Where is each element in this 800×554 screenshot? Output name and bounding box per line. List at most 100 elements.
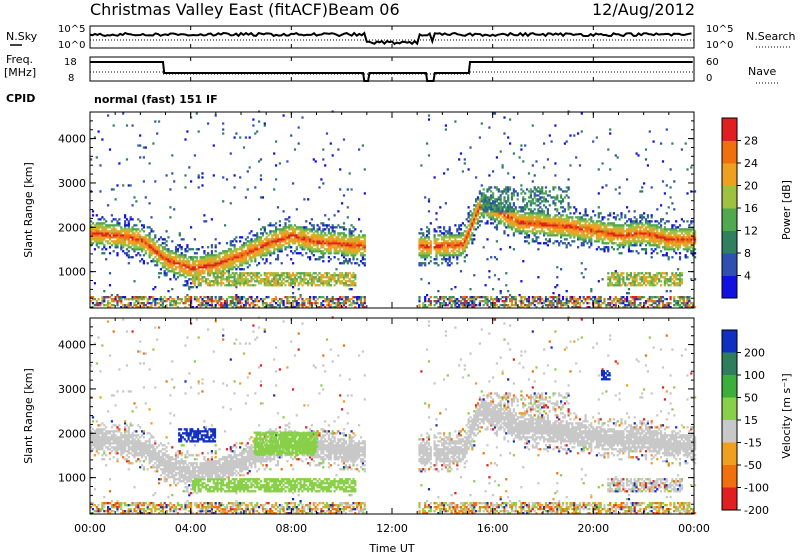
power-cell bbox=[342, 274, 346, 277]
power-cell bbox=[422, 234, 425, 237]
power-cell bbox=[305, 228, 308, 231]
power-cell bbox=[522, 306, 525, 309]
power-cell bbox=[299, 238, 302, 241]
power-cell bbox=[239, 296, 242, 299]
power-cell bbox=[110, 244, 113, 247]
power-cell bbox=[550, 224, 553, 227]
power-cell bbox=[135, 248, 138, 251]
power-cell bbox=[475, 212, 478, 215]
power-cell bbox=[142, 236, 145, 239]
power-cell bbox=[558, 222, 561, 225]
power-cell bbox=[312, 244, 315, 247]
power-cell bbox=[514, 224, 517, 227]
power-cell bbox=[318, 250, 321, 253]
power-cell bbox=[316, 298, 319, 301]
power-cell bbox=[239, 254, 242, 257]
power-cell bbox=[286, 238, 289, 241]
power-cell bbox=[614, 232, 617, 235]
power-cell bbox=[567, 202, 570, 205]
power-cell bbox=[216, 264, 219, 267]
power-cell bbox=[609, 222, 612, 225]
power-cell bbox=[346, 244, 349, 247]
power-cell bbox=[127, 230, 130, 233]
power-cell bbox=[265, 252, 268, 255]
power-cell bbox=[269, 254, 272, 257]
power-cell bbox=[512, 202, 515, 205]
power-cell bbox=[437, 242, 440, 245]
power-cell bbox=[193, 264, 196, 267]
power-cell bbox=[601, 224, 604, 227]
power-cell bbox=[224, 256, 227, 259]
power-cell bbox=[246, 284, 249, 287]
power-cell bbox=[284, 230, 287, 233]
power-cell bbox=[282, 238, 285, 241]
power-cell bbox=[171, 298, 174, 301]
power-cell bbox=[509, 222, 512, 225]
power-cell bbox=[344, 306, 347, 309]
power-cell bbox=[618, 224, 621, 227]
power-cell bbox=[535, 240, 538, 243]
power-cell bbox=[601, 234, 604, 237]
power-cell bbox=[292, 302, 295, 305]
power-cell bbox=[548, 194, 551, 197]
power-cell bbox=[352, 256, 355, 259]
power-cell bbox=[276, 254, 280, 257]
power-cell bbox=[495, 214, 498, 217]
power-cell bbox=[363, 244, 366, 247]
power-cell bbox=[476, 212, 480, 215]
power-cell bbox=[493, 212, 497, 215]
power-cell bbox=[439, 252, 442, 255]
power-cell bbox=[203, 260, 206, 263]
power-cell bbox=[548, 304, 551, 307]
power-cell bbox=[501, 190, 504, 193]
power-cell bbox=[282, 236, 285, 239]
power-cell bbox=[325, 300, 329, 303]
power-cell bbox=[197, 260, 200, 263]
power-cell bbox=[550, 220, 553, 223]
power-cell bbox=[471, 298, 474, 301]
power-cell bbox=[420, 264, 423, 267]
power-cell bbox=[450, 232, 453, 235]
power-cell bbox=[163, 266, 166, 269]
power-cell bbox=[103, 304, 106, 307]
power-cell bbox=[203, 304, 206, 307]
power-cell bbox=[497, 198, 500, 201]
power-cell bbox=[288, 246, 291, 249]
power-cell bbox=[552, 298, 555, 301]
power-cell bbox=[567, 234, 570, 237]
power-cell bbox=[597, 226, 600, 229]
power-cell bbox=[295, 302, 298, 305]
power-cell bbox=[284, 272, 287, 275]
power-cell bbox=[595, 248, 598, 251]
power-cell bbox=[535, 220, 538, 223]
power-cell bbox=[263, 246, 266, 249]
power-cell bbox=[190, 180, 193, 183]
power-cell bbox=[135, 296, 138, 299]
power-cell bbox=[490, 198, 493, 201]
power-cell bbox=[539, 242, 542, 245]
power-cell bbox=[169, 260, 172, 263]
power-cell bbox=[314, 272, 317, 275]
power-cell bbox=[295, 208, 298, 211]
power-cell bbox=[352, 242, 355, 245]
power-cell bbox=[590, 240, 593, 243]
power-cell bbox=[352, 284, 355, 287]
power-cell bbox=[629, 304, 632, 307]
power-cell bbox=[352, 244, 355, 247]
power-cell bbox=[520, 192, 523, 195]
power-cell bbox=[303, 232, 306, 235]
power-cell bbox=[282, 272, 285, 275]
power-cell bbox=[361, 144, 364, 147]
power-cell bbox=[335, 240, 338, 243]
power-cell bbox=[176, 266, 179, 269]
power-cell bbox=[284, 238, 287, 241]
power-cell bbox=[142, 240, 145, 243]
power-cell bbox=[503, 214, 506, 217]
power-cell bbox=[286, 242, 289, 245]
power-cell bbox=[231, 252, 234, 255]
power-cell bbox=[346, 276, 349, 279]
power-cell bbox=[537, 224, 540, 227]
power-cell bbox=[537, 186, 540, 189]
power-cell bbox=[233, 254, 236, 257]
power-cell bbox=[299, 236, 302, 239]
